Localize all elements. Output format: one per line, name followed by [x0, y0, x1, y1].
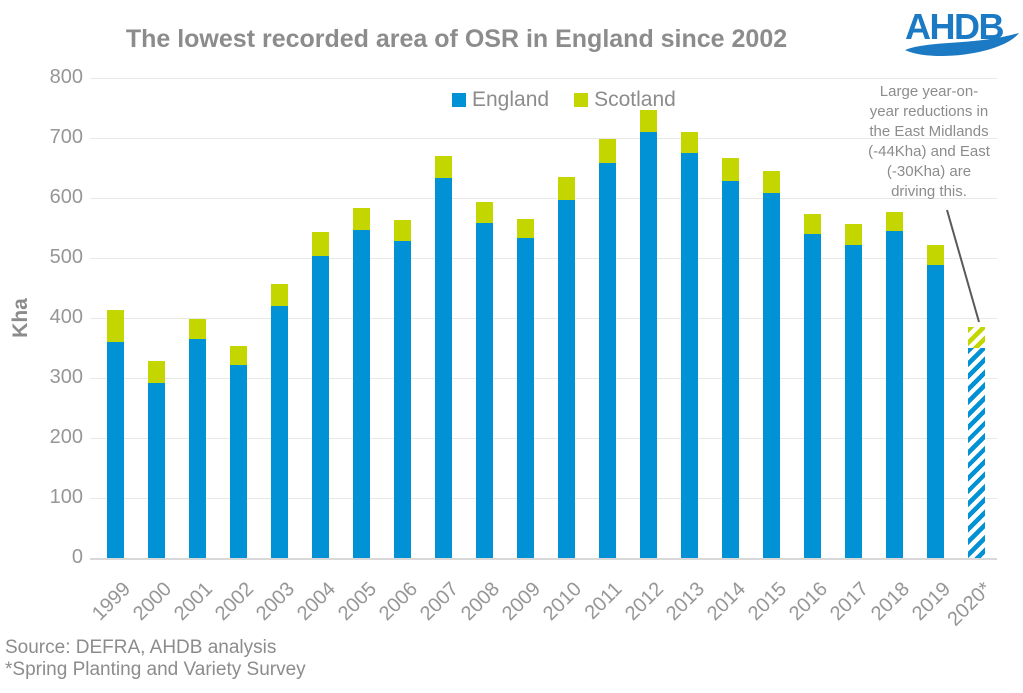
source-note-line1: Source: DEFRA, AHDB analysis — [5, 637, 277, 658]
x-tick-label-2008: 2008 — [457, 578, 505, 626]
y-tick-label-300: 300 — [49, 366, 83, 389]
x-tick-label-2002: 2002 — [211, 578, 259, 626]
bar-2003-scotland — [271, 284, 288, 306]
gridline-100 — [90, 498, 997, 499]
x-tick-label-2005: 2005 — [334, 578, 382, 626]
gridline-0 — [90, 558, 997, 560]
x-tick-label-2006: 2006 — [375, 578, 423, 626]
source-note-line2: *Spring Planting and Variety Survey — [5, 659, 306, 680]
x-tick-label-1999: 1999 — [88, 578, 136, 626]
bar-2001-scotland — [189, 318, 206, 339]
bar-2006-scotland — [394, 220, 411, 242]
bar-1999-england — [107, 342, 124, 558]
gridline-500 — [90, 258, 997, 259]
bar-2011-england — [599, 163, 616, 558]
legend: England Scotland — [452, 88, 676, 112]
x-tick-label-2010: 2010 — [539, 578, 587, 626]
bar-2004-scotland — [312, 231, 329, 257]
bar-2012-scotland — [640, 109, 657, 132]
bar-2013-scotland — [681, 132, 698, 153]
bar-1999-scotland — [107, 310, 124, 342]
scotland-swatch-icon — [574, 93, 589, 107]
x-tick-label-2020: 2020* — [943, 578, 997, 631]
bar-2016-england — [804, 234, 821, 558]
bar-2010-england — [558, 199, 575, 558]
legend-label-england: England — [472, 88, 550, 111]
bar-2005-scotland — [353, 208, 370, 230]
page-title: The lowest recorded area of OSR in Engla… — [125, 25, 788, 53]
bar-2000-england — [148, 383, 165, 558]
bar-2007-england — [435, 177, 452, 558]
bar-2019-scotland — [927, 245, 944, 265]
bar-2010-scotland — [558, 177, 575, 200]
x-tick-label-2018: 2018 — [867, 578, 915, 626]
legend-item-scotland: Scotland — [574, 88, 676, 112]
y-tick-label-400: 400 — [49, 306, 83, 329]
x-tick-label-2011: 2011 — [581, 578, 628, 624]
bar-2011-scotland — [599, 139, 616, 164]
bar-2013-england — [681, 153, 698, 558]
bar-2018-england — [886, 231, 903, 558]
bar-2020-scotland — [968, 327, 985, 348]
gridline-600 — [90, 198, 997, 199]
bar-2015-scotland — [763, 171, 780, 194]
bar-2003-england — [271, 306, 288, 558]
gridline-800 — [90, 78, 997, 79]
gridline-200 — [90, 438, 997, 439]
bar-2012-england — [640, 132, 657, 558]
bar-2008-scotland — [476, 202, 493, 223]
gridline-700 — [90, 138, 997, 139]
x-tick-label-2009: 2009 — [498, 578, 546, 626]
ahdb-logo: AHDB — [905, 6, 1019, 57]
bar-2001-england — [189, 339, 206, 558]
x-tick-label-2012: 2012 — [621, 578, 669, 626]
bar-2002-scotland — [230, 346, 247, 366]
bar-2016-scotland — [804, 214, 821, 234]
x-tick-label-2007: 2007 — [416, 578, 464, 626]
x-tick-label-2016: 2016 — [785, 578, 833, 626]
bar-2014-england — [722, 180, 739, 558]
y-tick-label-800: 800 — [49, 66, 83, 89]
bar-2018-scotland — [886, 211, 903, 231]
y-tick-label-500: 500 — [49, 246, 83, 269]
bar-2007-scotland — [435, 156, 452, 178]
bar-2015-england — [763, 193, 780, 558]
gridline-400 — [90, 318, 997, 319]
bar-2009-scotland — [517, 219, 534, 238]
ahdb-logo-wave-icon — [905, 33, 1019, 57]
x-tick-label-2004: 2004 — [293, 578, 341, 626]
bar-2009-england — [517, 237, 534, 558]
x-tick-label-2003: 2003 — [252, 578, 300, 626]
legend-label-scotland: Scotland — [594, 88, 676, 111]
y-tick-label-700: 700 — [49, 126, 83, 149]
bar-2002-england — [230, 365, 247, 558]
y-tick-label-100: 100 — [49, 486, 83, 509]
bar-2019-england — [927, 264, 944, 558]
y-tick-label-200: 200 — [49, 426, 83, 449]
y-tick-label-0: 0 — [71, 546, 83, 569]
england-swatch-icon — [452, 93, 466, 107]
bar-2020-england — [968, 348, 985, 558]
bar-2004-england — [312, 256, 329, 558]
x-tick-label-2001: 2001 — [170, 578, 218, 626]
bar-2005-england — [353, 229, 370, 558]
x-tick-label-2013: 2013 — [662, 578, 710, 626]
y-tick-label-600: 600 — [49, 186, 83, 209]
x-tick-label-2015: 2015 — [744, 578, 792, 626]
bar-2017-scotland — [845, 224, 862, 246]
x-tick-label-2000: 2000 — [129, 578, 177, 626]
bar-2014-scotland — [722, 157, 739, 181]
legend-item-england: England — [452, 88, 549, 112]
y-axis-title: Kha — [9, 298, 32, 338]
x-tick-label-2017: 2017 — [826, 578, 874, 626]
annotation-note: Large year-on- year reductions in the Ea… — [868, 83, 990, 200]
bar-2000-scotland — [148, 360, 165, 384]
x-tick-label-2014: 2014 — [703, 578, 751, 626]
gridline-300 — [90, 378, 997, 379]
bar-2017-england — [845, 245, 862, 558]
bar-2008-england — [476, 222, 493, 558]
bar-2006-england — [394, 241, 411, 558]
